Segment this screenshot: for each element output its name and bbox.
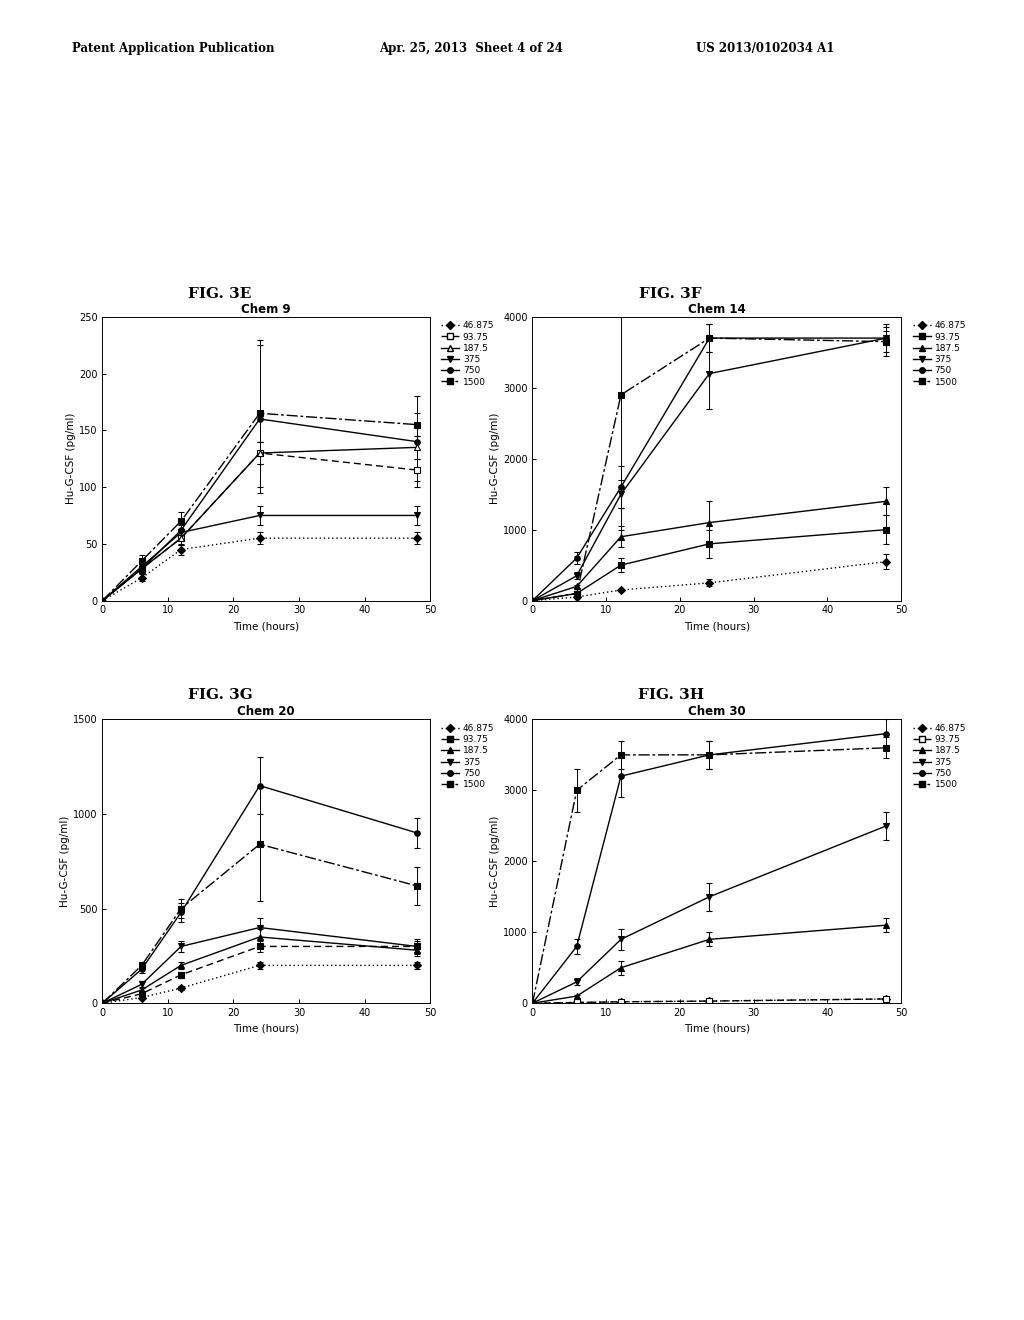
Legend: 46.875, 93.75, 187.5, 375, 750, 1500: 46.875, 93.75, 187.5, 375, 750, 1500 <box>441 723 495 789</box>
Text: FIG. 3G: FIG. 3G <box>187 688 253 702</box>
Legend: 46.875, 93.75, 187.5, 375, 750, 1500: 46.875, 93.75, 187.5, 375, 750, 1500 <box>913 321 967 387</box>
Text: US 2013/0102034 A1: US 2013/0102034 A1 <box>696 42 835 55</box>
Title: Chem 9: Chem 9 <box>242 302 291 315</box>
Y-axis label: Hu-G-CSF (pg/ml): Hu-G-CSF (pg/ml) <box>490 816 500 907</box>
X-axis label: Time (hours): Time (hours) <box>684 620 750 631</box>
Y-axis label: Hu-G-CSF (pg/ml): Hu-G-CSF (pg/ml) <box>490 413 500 504</box>
X-axis label: Time (hours): Time (hours) <box>684 1023 750 1034</box>
Title: Chem 20: Chem 20 <box>238 705 295 718</box>
Legend: 46.875, 93.75, 187.5, 375, 750, 1500: 46.875, 93.75, 187.5, 375, 750, 1500 <box>913 723 967 789</box>
Y-axis label: Hu-G-CSF (pg/ml): Hu-G-CSF (pg/ml) <box>60 816 70 907</box>
Legend: 46.875, 93.75, 187.5, 375, 750, 1500: 46.875, 93.75, 187.5, 375, 750, 1500 <box>441 321 495 387</box>
Text: FIG. 3E: FIG. 3E <box>188 286 252 301</box>
X-axis label: Time (hours): Time (hours) <box>233 620 299 631</box>
Text: FIG. 3H: FIG. 3H <box>638 688 703 702</box>
Text: FIG. 3F: FIG. 3F <box>639 286 702 301</box>
X-axis label: Time (hours): Time (hours) <box>233 1023 299 1034</box>
Y-axis label: Hu-G-CSF (pg/ml): Hu-G-CSF (pg/ml) <box>67 413 76 504</box>
Title: Chem 30: Chem 30 <box>688 705 745 718</box>
Title: Chem 14: Chem 14 <box>688 302 745 315</box>
Text: Apr. 25, 2013  Sheet 4 of 24: Apr. 25, 2013 Sheet 4 of 24 <box>379 42 563 55</box>
Text: Patent Application Publication: Patent Application Publication <box>72 42 274 55</box>
